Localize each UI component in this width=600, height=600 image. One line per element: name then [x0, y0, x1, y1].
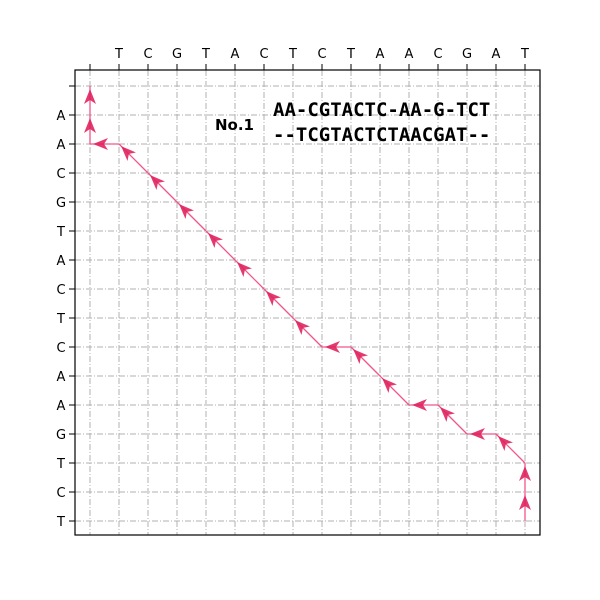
alignment-line-1: AA-CGTACTC-AA-G-TCT	[273, 99, 490, 121]
arrowhead	[412, 399, 427, 411]
column-label: C	[433, 47, 442, 62]
column-label: C	[317, 47, 326, 62]
arrowhead	[84, 118, 96, 133]
arrowhead	[325, 341, 340, 353]
row-label: A	[57, 109, 66, 124]
column-label: T	[201, 47, 210, 62]
arrowhead	[382, 378, 397, 393]
row-label: G	[56, 428, 66, 443]
row-label: C	[56, 486, 65, 501]
row-label: A	[57, 399, 66, 414]
row-label: T	[56, 225, 65, 240]
arrowhead	[519, 466, 531, 481]
column-label: T	[520, 47, 529, 62]
arrowhead	[93, 138, 108, 150]
arrowhead	[150, 175, 165, 190]
arrowhead	[353, 349, 368, 364]
column-label: T	[288, 47, 297, 62]
row-label: A	[57, 254, 66, 269]
column-label: T	[114, 47, 123, 62]
arrowhead	[208, 233, 223, 248]
ticks	[69, 64, 526, 522]
row-label: T	[56, 457, 65, 472]
column-label: A	[492, 47, 501, 62]
column-label: C	[259, 47, 268, 62]
grid	[75, 70, 540, 535]
traceback-path	[84, 86, 531, 521]
arrowhead	[498, 436, 513, 451]
row-label: C	[56, 167, 65, 182]
arrowhead	[121, 146, 136, 161]
arrowhead	[266, 291, 281, 306]
arrowhead	[237, 262, 252, 277]
row-label: A	[57, 138, 66, 153]
arrowhead	[440, 407, 455, 422]
row-label: T	[56, 515, 65, 530]
row-label: G	[56, 196, 66, 211]
arrowhead	[84, 89, 96, 104]
diagram-title: No.1	[215, 116, 254, 134]
column-label: G	[172, 47, 182, 62]
column-label: G	[462, 47, 472, 62]
column-label: T	[346, 47, 355, 62]
row-label: C	[56, 341, 65, 356]
column-label: C	[143, 47, 152, 62]
plot-frame	[74, 69, 541, 536]
column-label: A	[376, 47, 385, 62]
row-label: A	[57, 370, 66, 385]
row-label: T	[56, 312, 65, 327]
arrowhead	[470, 428, 485, 440]
arrowhead	[519, 495, 531, 510]
column-label: A	[231, 47, 240, 62]
column-label: A	[405, 47, 414, 62]
alignment-line-2: --TCGTACTCTAACGAT--	[273, 124, 490, 146]
arrowhead	[295, 320, 310, 335]
row-label: C	[56, 283, 65, 298]
arrowhead	[179, 204, 194, 219]
